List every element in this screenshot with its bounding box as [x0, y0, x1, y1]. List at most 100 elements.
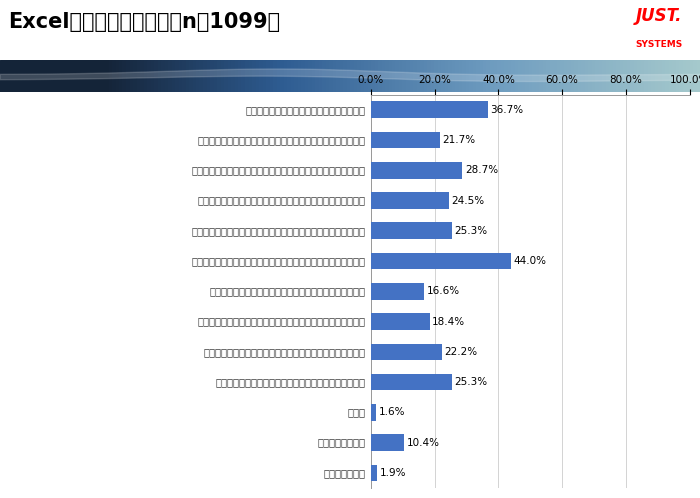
Bar	[35, 60, 39, 92]
Bar	[136, 60, 141, 92]
Bar	[466, 60, 470, 92]
Bar	[122, 60, 127, 92]
Bar	[392, 60, 396, 92]
Bar	[640, 60, 645, 92]
Bar	[676, 60, 680, 92]
Bar	[308, 60, 312, 92]
Bar	[500, 60, 505, 92]
Text: Excel業務で困った経験（n＝1099）: Excel業務で困った経験（n＝1099）	[8, 12, 281, 32]
Text: 25.3%: 25.3%	[454, 377, 487, 387]
Bar	[256, 60, 260, 92]
Bar	[508, 60, 512, 92]
Bar	[10, 60, 15, 92]
Bar	[395, 60, 400, 92]
Bar	[455, 60, 459, 92]
Text: ピボットテーブルが使われているデータを自由に編集できない: ピボットテーブルが使われているデータを自由に編集できない	[197, 317, 365, 327]
Bar	[416, 60, 421, 92]
Bar	[588, 60, 592, 92]
Bar	[172, 60, 176, 92]
Bar	[217, 60, 221, 92]
Text: よくわからない: よくわからない	[323, 468, 365, 478]
Bar	[374, 60, 379, 92]
Bar	[644, 60, 648, 92]
Bar	[595, 60, 599, 92]
Text: セルの参照先などをミスしやすい。ミスしても気付きにくい: セルの参照先などをミスしやすい。ミスしても気付きにくい	[204, 347, 365, 357]
Bar	[581, 60, 585, 92]
Bar	[389, 60, 393, 92]
Bar	[315, 60, 319, 92]
Bar	[298, 60, 302, 92]
Bar	[637, 60, 641, 92]
Bar	[469, 60, 473, 92]
Bar	[553, 60, 557, 92]
Bar	[284, 60, 288, 92]
Bar	[371, 253, 511, 269]
Bar	[273, 60, 277, 92]
Bar	[385, 60, 389, 92]
Bar	[406, 60, 410, 92]
Bar	[245, 60, 249, 92]
Bar	[364, 60, 368, 92]
Bar	[542, 60, 547, 92]
Bar	[350, 60, 354, 92]
Bar	[108, 60, 113, 92]
Text: 困ったことはない: 困ったことはない	[317, 438, 365, 448]
Bar	[609, 60, 613, 92]
Bar	[144, 60, 148, 92]
Bar	[430, 60, 435, 92]
Bar	[182, 60, 186, 92]
Bar	[371, 192, 449, 209]
Bar	[434, 60, 438, 92]
Bar	[623, 60, 627, 92]
Bar	[578, 60, 582, 92]
Bar	[336, 60, 340, 92]
Bar	[196, 60, 200, 92]
Bar	[473, 60, 477, 92]
Text: 28.7%: 28.7%	[465, 165, 498, 175]
Bar	[63, 60, 67, 92]
Bar	[252, 60, 256, 92]
Bar	[332, 60, 337, 92]
Bar	[620, 60, 624, 92]
Bar	[193, 60, 197, 92]
Bar	[360, 60, 365, 92]
Text: 他者のマクロ付きファイルにエラーが出たが、自分では直せない: 他者のマクロ付きファイルにエラーが出たが、自分では直せない	[191, 165, 365, 175]
Bar	[458, 60, 463, 92]
Bar	[546, 60, 550, 92]
Bar	[550, 60, 554, 92]
Bar	[25, 60, 29, 92]
Bar	[371, 131, 440, 148]
Bar	[665, 60, 669, 92]
Bar	[112, 60, 116, 92]
Polygon shape	[0, 69, 700, 82]
Bar	[648, 60, 652, 92]
Bar	[290, 60, 295, 92]
Bar	[606, 60, 610, 92]
Bar	[490, 60, 494, 92]
Bar	[322, 60, 326, 92]
Bar	[199, 60, 204, 92]
Bar	[66, 60, 71, 92]
Bar	[567, 60, 571, 92]
Bar	[570, 60, 575, 92]
Bar	[238, 60, 242, 92]
Bar	[77, 60, 81, 92]
Bar	[462, 60, 466, 92]
Bar	[630, 60, 634, 92]
Bar	[168, 60, 172, 92]
Bar	[536, 60, 540, 92]
Bar	[371, 374, 452, 390]
Bar	[592, 60, 596, 92]
Bar	[304, 60, 309, 92]
Bar	[574, 60, 578, 92]
Bar	[133, 60, 137, 92]
Bar	[280, 60, 284, 92]
Text: 36.7%: 36.7%	[491, 105, 524, 115]
Bar	[420, 60, 424, 92]
Bar	[357, 60, 361, 92]
Bar	[518, 60, 522, 92]
Bar	[598, 60, 603, 92]
Bar	[511, 60, 515, 92]
Bar	[626, 60, 631, 92]
Bar	[539, 60, 543, 92]
